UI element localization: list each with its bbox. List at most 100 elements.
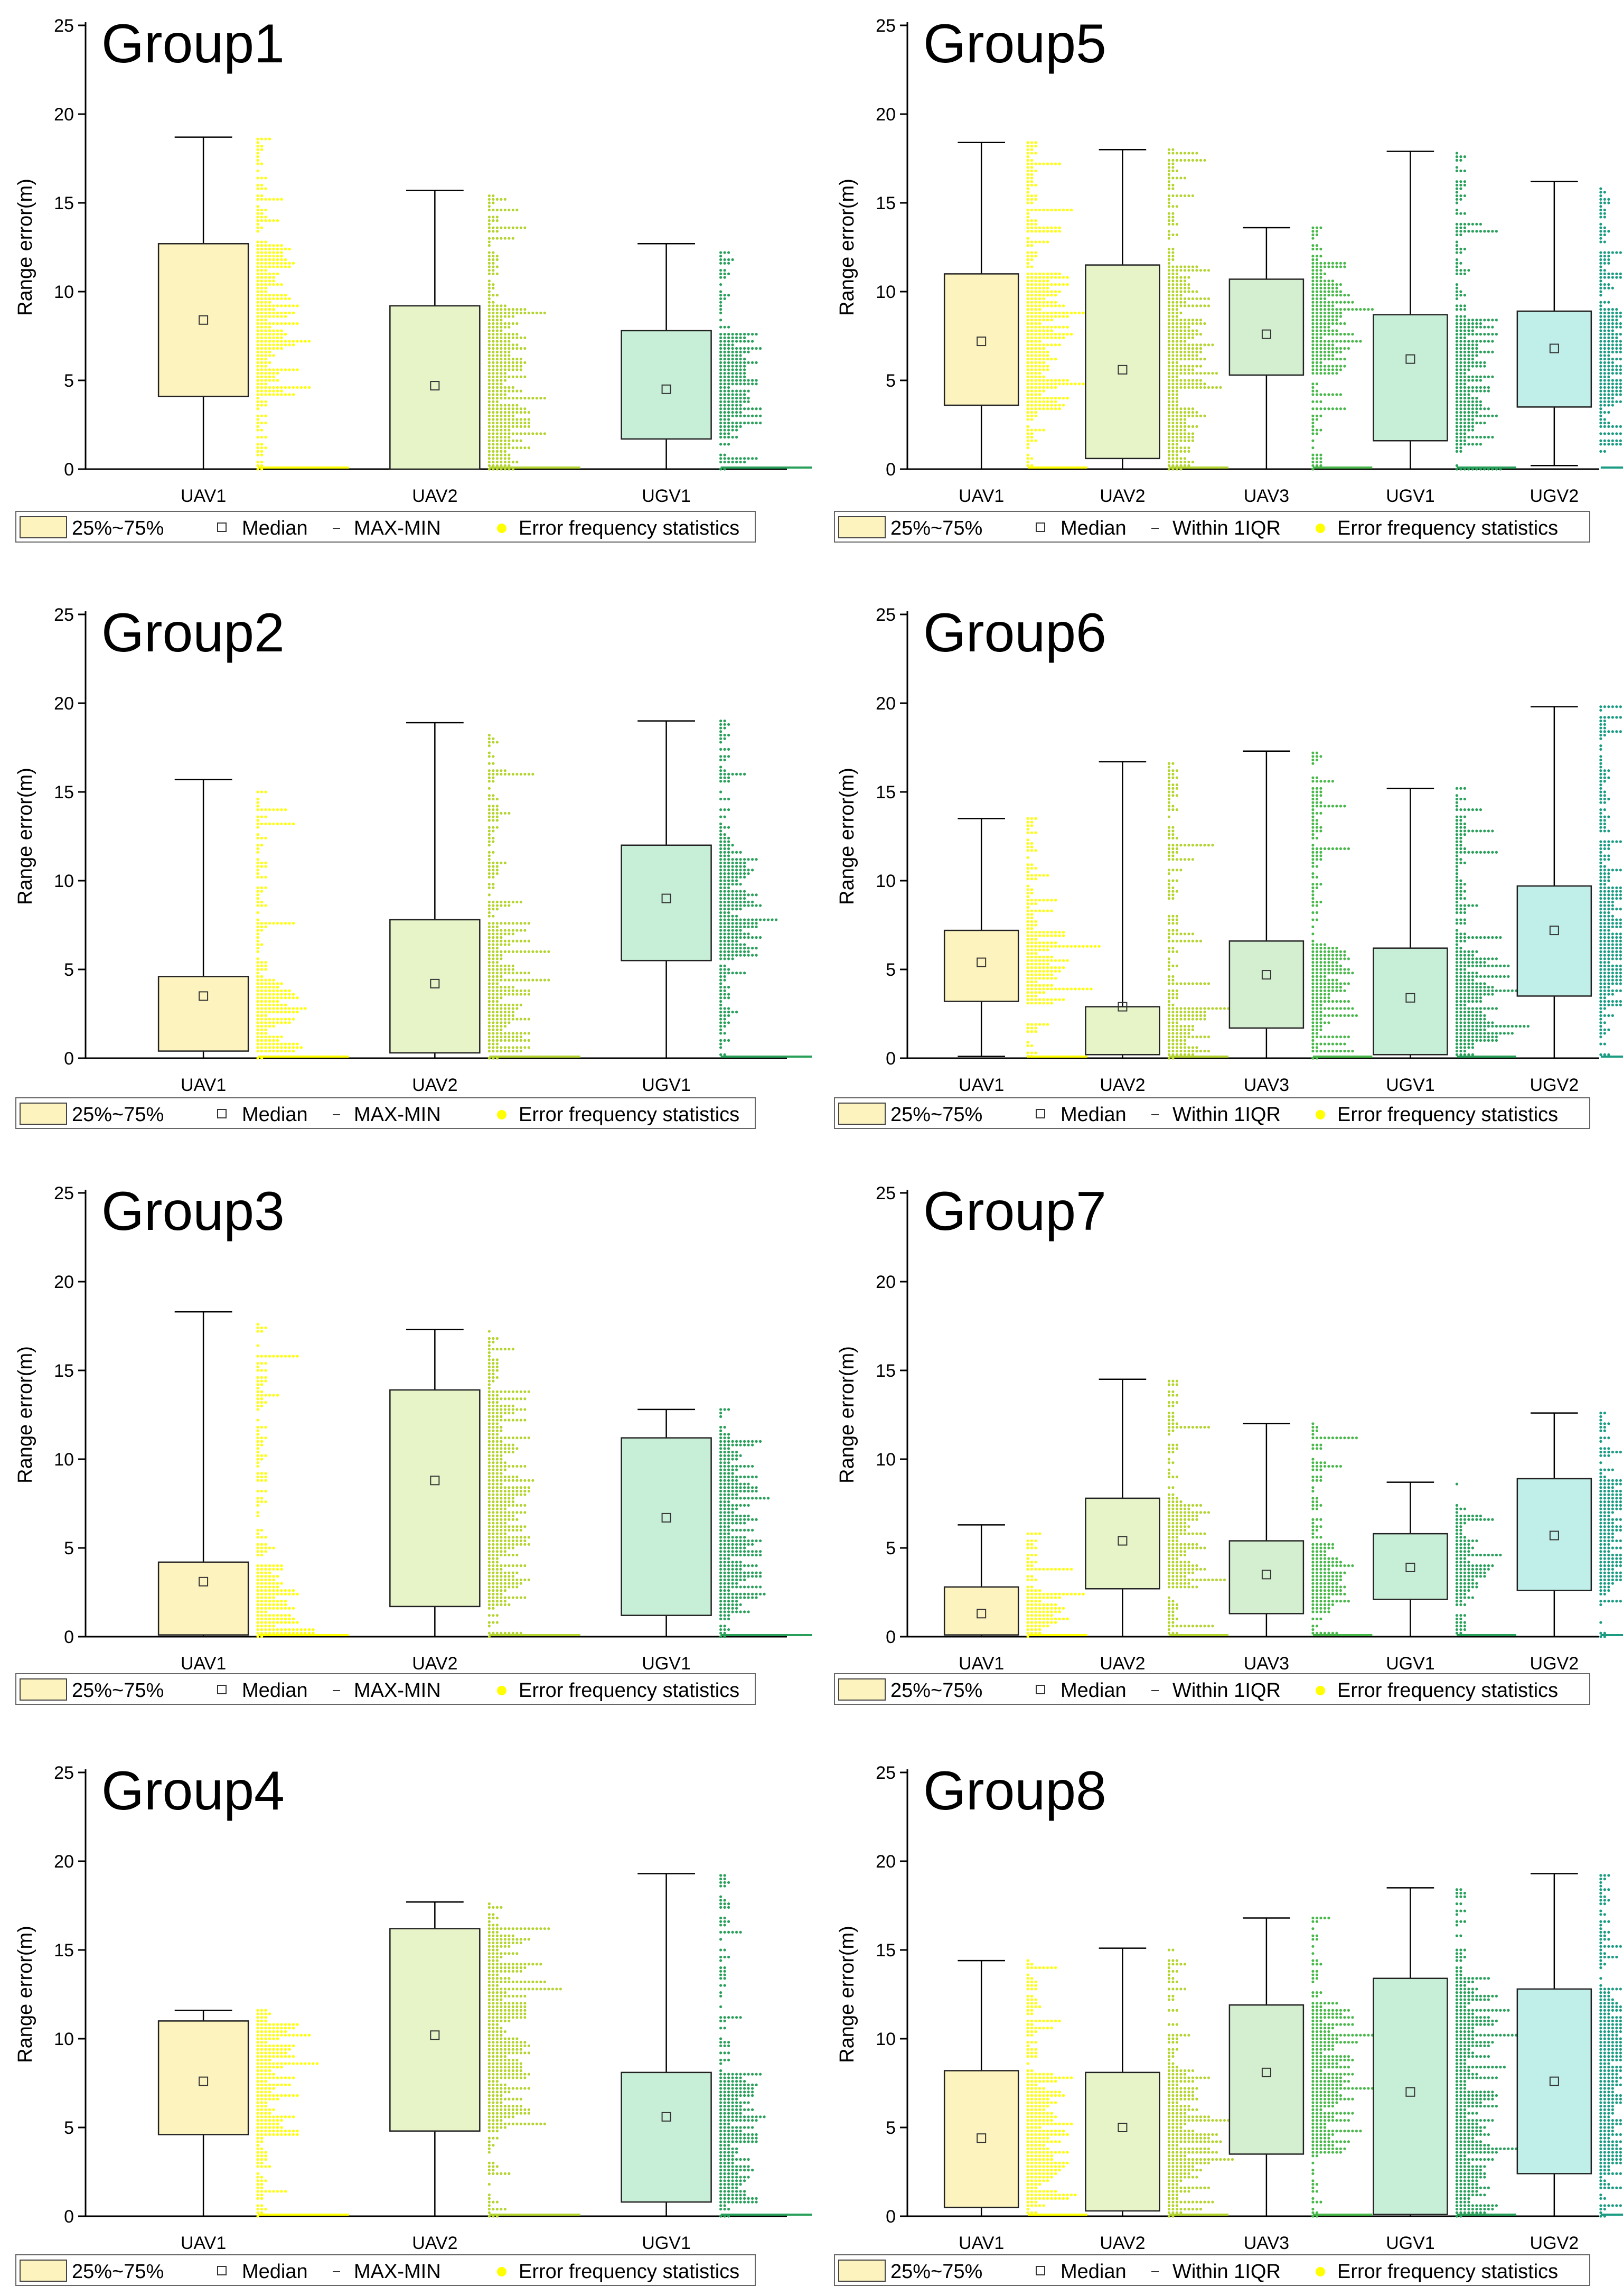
frequency-dot: [1183, 343, 1187, 347]
frequency-dot: [1175, 890, 1179, 893]
frequency-dot: [1463, 435, 1466, 439]
frequency-dot: [719, 1053, 723, 1056]
frequency-dot: [1479, 361, 1482, 365]
frequency-dot: [256, 464, 259, 467]
frequency-dot: [1335, 1014, 1338, 1017]
frequency-dot: [1199, 1011, 1203, 1014]
frequency-dot: [492, 322, 495, 325]
frequency-dot: [495, 1007, 499, 1010]
frequency-dot: [750, 422, 754, 425]
frequency-dot: [1459, 226, 1462, 229]
frequency-dot: [500, 414, 503, 417]
frequency-dot: [272, 993, 275, 996]
frequency-dot: [495, 1039, 499, 1042]
frequency-dot: [735, 929, 738, 932]
frequency-dot: [1599, 397, 1602, 400]
frequency-dot: [1175, 993, 1179, 996]
frequency-dot: [1026, 166, 1029, 169]
frequency-dot: [256, 407, 259, 410]
frequency-dot: [731, 407, 734, 410]
frequency-dot: [723, 957, 726, 960]
frequency-dot: [1455, 187, 1458, 190]
frequency-dot: [1463, 308, 1466, 311]
frequency-dot: [300, 340, 303, 343]
frequency-dot: [272, 389, 275, 393]
frequency-dot: [1171, 435, 1175, 439]
frequency-dot: [1607, 340, 1610, 343]
legend: 25%~75% Median Within 1IQR Error frequency …: [834, 511, 1590, 543]
frequency-dot: [508, 237, 511, 240]
frequency-dot: [1171, 386, 1175, 389]
frequency-dot: [492, 375, 495, 378]
frequency-dot: [260, 986, 264, 989]
frequency-dot: [1038, 361, 1042, 365]
frequency-dot: [256, 950, 259, 953]
frequency-dot: [1179, 294, 1183, 297]
frequency-dot: [1030, 1023, 1034, 1026]
frequency-dot: [1038, 1023, 1042, 1026]
frequency-dot: [1038, 984, 1042, 987]
frequency-dot: [260, 311, 264, 314]
frequency-dot: [743, 893, 746, 897]
frequency-dot: [1038, 375, 1042, 378]
frequency-dot: [1603, 439, 1606, 442]
frequency-dot: [1034, 1051, 1037, 1054]
legend-dot-swatch: [497, 1110, 506, 1119]
frequency-dot: [1191, 343, 1195, 347]
frequency-dot: [1311, 230, 1315, 233]
frequency-dot: [495, 343, 499, 347]
frequency-dot: [1311, 371, 1315, 375]
frequency-dot: [1347, 972, 1350, 975]
frequency-dot: [260, 1014, 264, 1017]
frequency-dot: [1335, 365, 1338, 368]
frequency-dot: [515, 1003, 519, 1006]
frequency-dot: [519, 347, 522, 350]
frequency-dot: [256, 943, 259, 946]
frequency-dot: [1187, 333, 1190, 336]
frequency-dot: [1167, 886, 1171, 890]
frequency-dot: [739, 375, 742, 378]
median-marker: [1405, 354, 1415, 364]
frequency-dot: [1195, 265, 1198, 268]
frequency-dot: [487, 858, 491, 861]
frequency-dot: [535, 432, 538, 435]
frequency-dots-uav1: [256, 137, 349, 471]
frequency-dot: [1030, 308, 1034, 311]
frequency-dot: [492, 1000, 495, 1003]
frequency-dot: [256, 219, 259, 222]
frequency-dot: [272, 276, 275, 279]
frequency-dot: [272, 1042, 275, 1046]
frequency-dot: [719, 826, 723, 829]
frequency-dot: [1603, 365, 1606, 368]
frequency-dot: [1026, 144, 1029, 148]
frequency-dot: [1607, 336, 1610, 339]
frequency-dot: [1599, 333, 1602, 336]
frequency-dot: [256, 1007, 259, 1010]
frequency-dot: [256, 446, 259, 450]
frequency-dot: [1026, 162, 1029, 165]
frequency-dot: [487, 375, 491, 378]
frequency-dot: [527, 446, 530, 450]
frequency-dot: [272, 1007, 275, 1010]
frequency-dot: [731, 350, 734, 353]
frequency-dot: [1215, 1007, 1218, 1010]
frequency-dot: [284, 1003, 287, 1006]
frequency-dot: [1611, 311, 1614, 314]
frequency-dot: [1315, 311, 1318, 314]
frequency-dot: [1042, 329, 1045, 332]
frequency-dot: [1335, 368, 1338, 371]
frequency-dot: [272, 304, 275, 307]
frequency-dot: [511, 375, 514, 378]
frequency-dot: [280, 336, 283, 339]
frequency-dot: [1599, 325, 1602, 329]
legend-median-label: Median: [242, 517, 308, 539]
frequency-dot: [503, 311, 506, 314]
frequency-dot: [1599, 233, 1602, 237]
frequency-dot: [1171, 918, 1175, 921]
frequency-dot: [1311, 233, 1315, 237]
frequency-dot: [284, 333, 287, 336]
frequency-dot: [1030, 258, 1034, 262]
frequency-dot: [280, 304, 283, 307]
frequency-dot: [1171, 978, 1175, 982]
frequency-dot: [1311, 315, 1315, 318]
